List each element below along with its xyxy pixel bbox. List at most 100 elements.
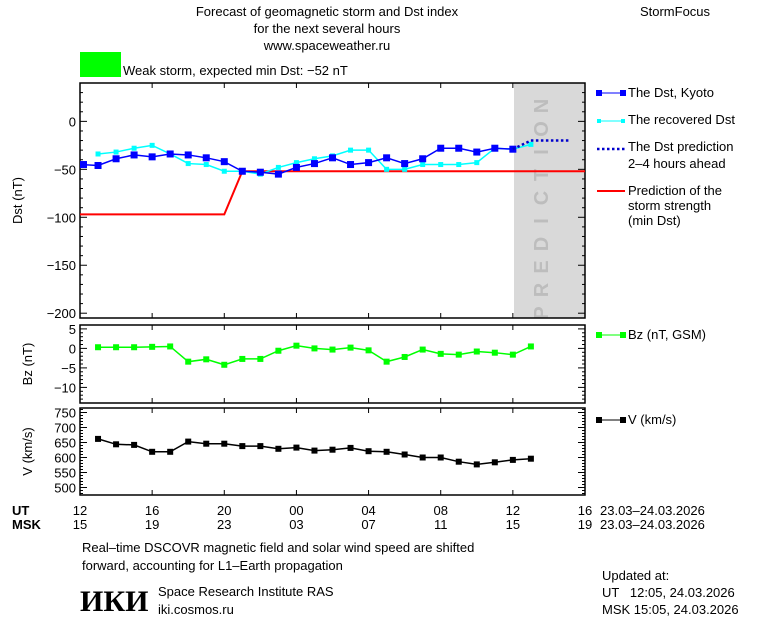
legend-prediction-1: The Dst prediction — [628, 139, 734, 154]
bz-point — [257, 355, 264, 362]
y-tick-label: 0 — [69, 341, 76, 356]
v-point — [95, 435, 102, 442]
recovered-dst-point — [474, 160, 480, 166]
institute-site[interactable]: iki.cosmos.ru — [158, 602, 234, 617]
bz-point — [437, 350, 444, 357]
title-line-1: Forecast of geomagnetic storm and Dst in… — [196, 4, 459, 19]
panel-frame — [79, 324, 586, 404]
footer: Real–time DSCOVR magnetic field and sola… — [80, 540, 739, 618]
bz-point — [149, 343, 156, 350]
legend-v-marker — [596, 417, 602, 423]
v-point — [455, 458, 462, 465]
bz-point — [527, 343, 534, 350]
note-line-2: forward, accounting for L1–Earth propaga… — [82, 558, 343, 573]
legend-dst-kyoto-marker — [620, 90, 626, 96]
recovered-dst-point — [149, 142, 155, 148]
prediction-letter: O — [531, 121, 553, 137]
y-axis-label: Dst (nT) — [10, 177, 25, 224]
prediction-letter: C — [531, 191, 553, 205]
dst-kyoto-point — [383, 154, 391, 162]
dst-kyoto-point — [347, 161, 355, 169]
dst-kyoto-point — [80, 161, 87, 169]
bz-point — [311, 345, 318, 352]
recovered-dst-point — [402, 166, 408, 172]
prediction-zone — [514, 83, 585, 318]
y-tick-label: −10 — [54, 380, 76, 395]
bz-point — [275, 347, 282, 354]
legend-prediction-2: 2–4 hours ahead — [628, 156, 726, 171]
ut-date-range: 23.03–24.03.2026 — [600, 503, 705, 518]
bz-point — [185, 358, 192, 365]
v-point — [239, 443, 246, 450]
dst-kyoto-point — [365, 159, 373, 167]
y-axis-label: Bz (nT) — [20, 343, 35, 386]
ut-tick-label: 00 — [289, 503, 303, 518]
legend-v: V (km/s) — [628, 412, 676, 427]
v-point — [419, 454, 426, 461]
y-tick-label: 5 — [69, 322, 76, 337]
bz-point — [95, 344, 102, 351]
y-tick-label: −100 — [47, 210, 76, 225]
legend-recovered: The recovered Dst — [628, 112, 735, 127]
dst-kyoto-point — [401, 160, 409, 168]
updated-msk: MSK 15:05, 24.03.2026 — [602, 602, 739, 617]
iki-logo: ИКИ — [80, 585, 148, 618]
ut-tick-label: 20 — [217, 503, 231, 518]
msk-tick-label: 15 — [73, 517, 87, 532]
dst-kyoto-point — [112, 155, 120, 163]
updated-label: Updated at: — [602, 568, 669, 583]
prediction-letter: N — [531, 99, 553, 113]
bz-point — [167, 343, 174, 350]
dst-kyoto-point — [238, 167, 246, 175]
dst-kyoto-point — [94, 161, 102, 169]
recovered-dst-point — [203, 162, 209, 168]
recovered-dst-point — [348, 147, 354, 153]
v-point — [401, 451, 408, 458]
note-line-1: Real–time DSCOVR magnetic field and sola… — [82, 540, 474, 555]
bz-point — [221, 361, 228, 368]
title-line-2: for the next several hours — [254, 21, 401, 36]
recovered-dst-point — [185, 161, 191, 167]
bz-point — [455, 351, 462, 358]
dst-kyoto-point — [256, 168, 264, 176]
dst-kyoto-point — [148, 153, 156, 161]
legend-bz: Bz (nT, GSM) — [628, 327, 706, 342]
storm-status-swatch — [80, 52, 121, 77]
dst-kyoto-point — [437, 144, 445, 152]
bz-point — [347, 344, 354, 351]
prediction-letter: E — [531, 260, 553, 273]
y-tick-label: 0 — [69, 114, 76, 129]
v-point — [293, 444, 300, 451]
recovered-dst-point — [456, 162, 462, 168]
recovered-dst-point — [366, 147, 372, 153]
ut-tick-label: 12 — [73, 503, 87, 518]
dst-kyoto-point — [455, 144, 463, 152]
bz-point — [509, 351, 516, 358]
recovered-dst-point — [420, 162, 426, 168]
storm-status-text: Weak storm, expected min Dst: −52 nT — [123, 63, 348, 78]
bz-point — [365, 347, 372, 354]
recovered-dst-point — [275, 164, 281, 170]
ut-tick-label: 12 — [506, 503, 520, 518]
bz-point — [491, 349, 498, 356]
v-point — [113, 441, 120, 448]
min-dst-line — [80, 170, 585, 216]
legend-bz-marker — [596, 332, 602, 338]
v-point — [473, 461, 480, 468]
y-tick-label: −200 — [47, 306, 76, 321]
v-point — [311, 447, 318, 454]
msk-tick-label: 07 — [361, 517, 375, 532]
v-point — [257, 443, 264, 450]
recovered-dst-point — [221, 168, 227, 174]
dst-kyoto-point — [184, 151, 192, 159]
v-point — [131, 441, 138, 448]
dst-kyoto-point — [419, 155, 427, 163]
legend-min-dst-2: storm strength — [628, 198, 711, 213]
y-tick-label: −50 — [54, 162, 76, 177]
y-tick-label: 550 — [54, 466, 76, 481]
bz-point — [239, 355, 246, 362]
msk-tick-label: 03 — [289, 517, 303, 532]
updated-ut: UT 12:05, 24.03.2026 — [602, 585, 735, 600]
title-line-3: www.spaceweather.ru — [263, 38, 390, 53]
